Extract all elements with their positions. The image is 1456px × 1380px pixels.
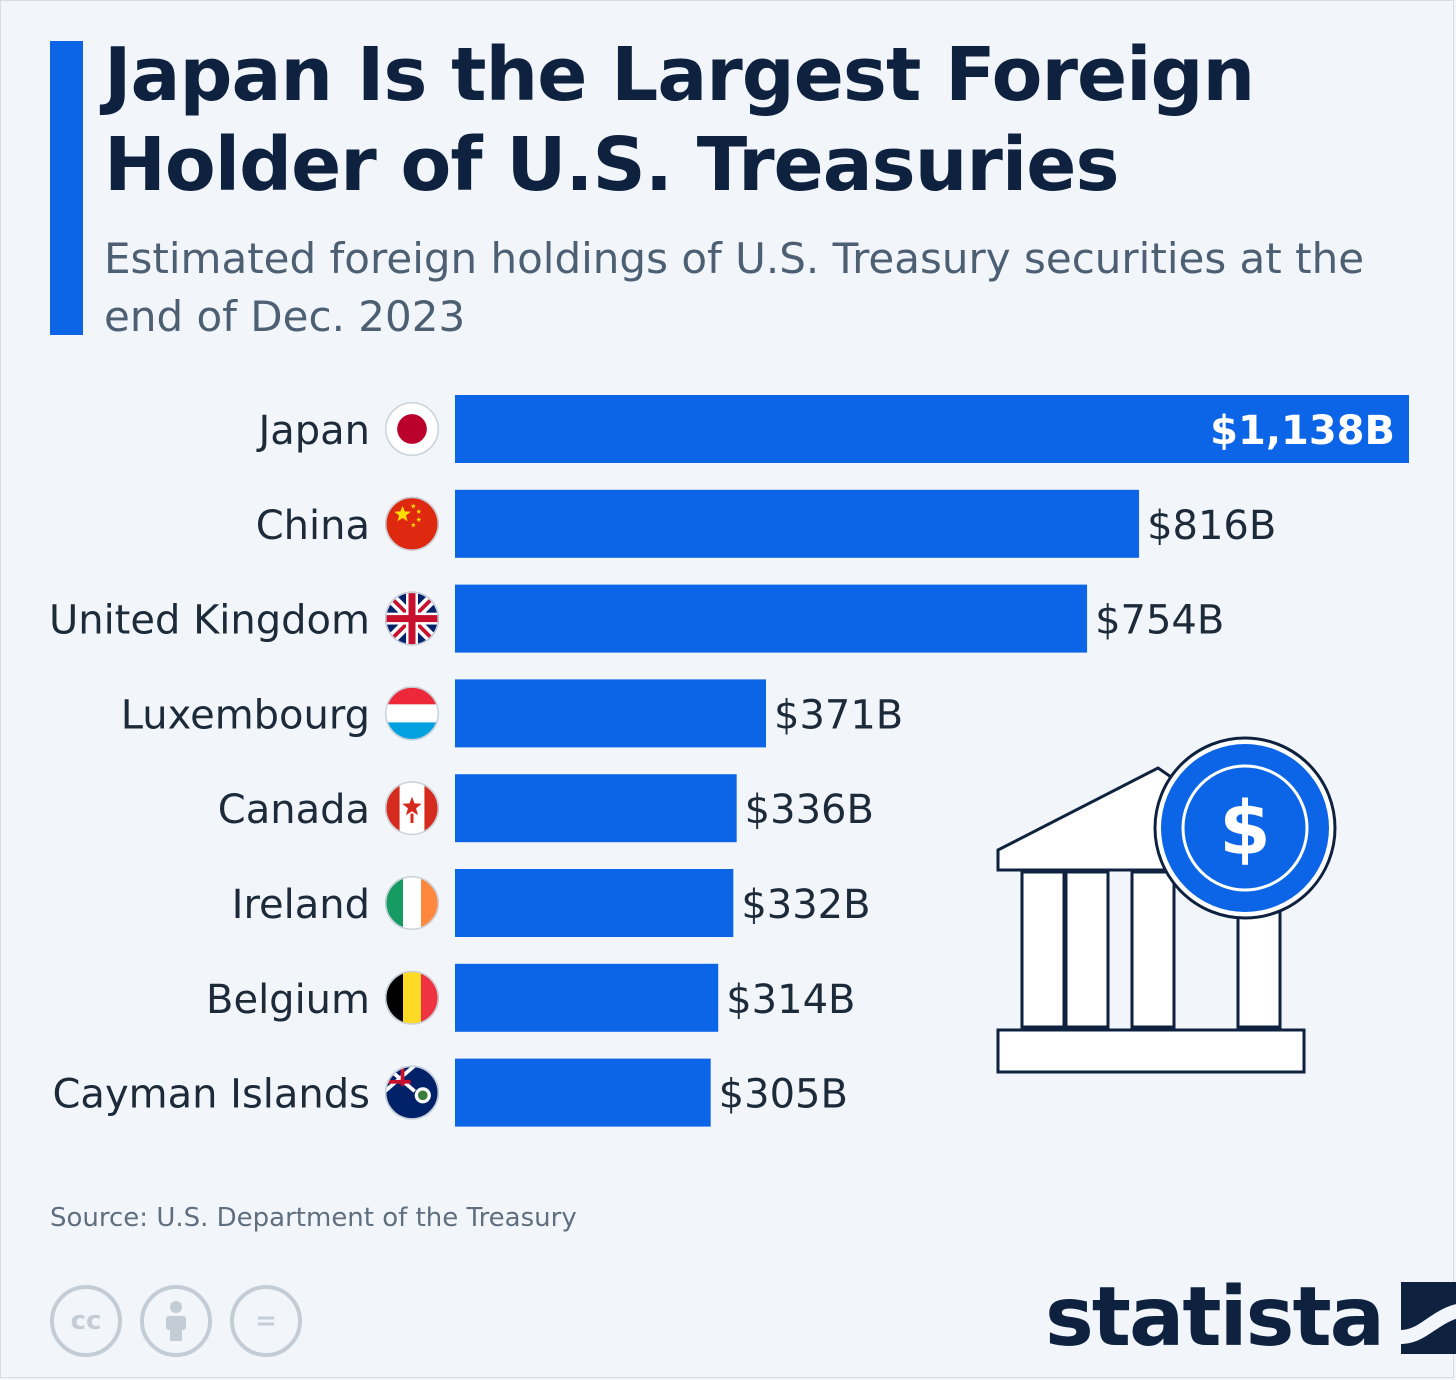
license-icons: cc = xyxy=(50,1285,302,1357)
no-derivatives-icon[interactable]: = xyxy=(230,1285,302,1357)
bar[interactable] xyxy=(455,395,1409,463)
chart-title: Japan Is the Largest Foreign Holder of U… xyxy=(104,32,1255,208)
category-label: Belgium xyxy=(206,977,370,1023)
title-accent-bar xyxy=(50,41,83,335)
value-label: $816B xyxy=(1147,503,1276,549)
bar-chart: Japan $1,138B China $816B United Kingdom $754… xyxy=(49,395,1409,1127)
bar[interactable] xyxy=(455,584,1088,653)
bar[interactable] xyxy=(455,774,737,843)
belgium-flag-icon xyxy=(385,970,439,1025)
source-note: Source: U.S. Department of the Treasury xyxy=(50,1203,577,1233)
value-label: $332B xyxy=(741,882,870,928)
bar[interactable] xyxy=(455,963,719,1032)
value-label: $754B xyxy=(1095,598,1224,644)
category-label: Ireland xyxy=(232,882,370,928)
value-label: $371B xyxy=(774,692,903,738)
statista-logo[interactable]: statista xyxy=(1045,1270,1456,1365)
bar[interactable] xyxy=(455,679,767,748)
category-label: United Kingdom xyxy=(49,598,370,644)
attribution-icon[interactable] xyxy=(140,1285,212,1357)
value-label: $314B xyxy=(726,977,855,1023)
luxembourg-flag-icon xyxy=(385,686,439,741)
bar[interactable] xyxy=(455,1058,711,1127)
statista-mark-icon xyxy=(1401,1281,1456,1354)
bank-dollar-icon: $ xyxy=(996,736,1337,1074)
uk-flag-icon xyxy=(385,591,439,646)
cc-icon[interactable]: cc xyxy=(50,1285,122,1357)
category-label: Luxembourg xyxy=(121,692,370,738)
value-label: $1,138B xyxy=(1210,408,1395,454)
value-label: $305B xyxy=(719,1072,848,1118)
category-label: China xyxy=(256,503,370,549)
chart-subtitle: Estimated foreign holdings of U.S. Treas… xyxy=(104,234,1365,341)
canada-flag-icon xyxy=(385,781,439,836)
cayman-islands-flag-icon xyxy=(385,1065,439,1120)
bar[interactable] xyxy=(455,489,1140,558)
bar[interactable] xyxy=(455,869,734,937)
category-label: Cayman Islands xyxy=(53,1072,371,1118)
category-label: Japan xyxy=(255,408,370,454)
value-label: $336B xyxy=(745,787,874,833)
china-flag-icon xyxy=(385,496,439,551)
ireland-flag-icon xyxy=(385,876,439,930)
brand-wordmark: statista xyxy=(1045,1270,1385,1365)
dollar-sign: $ xyxy=(1219,786,1271,872)
japan-flag-icon xyxy=(385,402,439,456)
category-label: Canada xyxy=(218,787,370,833)
